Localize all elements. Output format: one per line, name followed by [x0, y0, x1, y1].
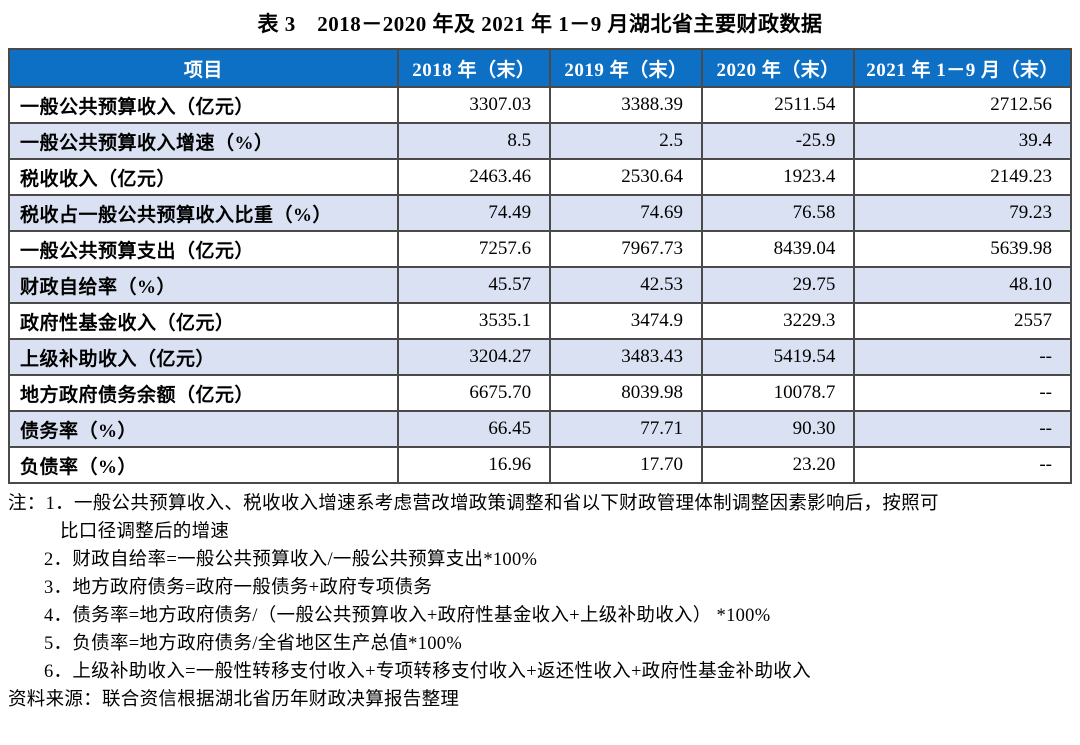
row-value: 77.71 — [549, 410, 703, 448]
row-label: 上级补助收入（亿元） — [8, 338, 399, 376]
column-header-2020: 2020 年（末） — [700, 48, 856, 88]
table-body: 一般公共预算收入（亿元） 3307.03 3388.39 2511.54 2712.56… — [8, 86, 1072, 484]
row-value: 2712.56 — [853, 86, 1072, 124]
row-value: 3307.03 — [396, 86, 552, 124]
row-value: 5419.54 — [700, 338, 856, 376]
row-value: 3204.27 — [396, 338, 552, 376]
row-value: 3474.9 — [549, 302, 703, 340]
note-line: 6．上级补助收入=一般性转移支付收入+专项转移支付收入+返还性收入+政府性基金补… — [44, 662, 811, 682]
row-value: 2.5 — [549, 122, 703, 160]
table-row: 上级补助收入（亿元） 3204.27 3483.43 5419.54 -- — [8, 338, 1072, 376]
row-value: 66.45 — [396, 410, 552, 448]
table-row: 地方政府债务余额（亿元） 6675.70 8039.98 10078.7 -- — [8, 374, 1072, 412]
table-row: 一般公共预算收入增速（%） 8.5 2.5 -25.9 39.4 — [8, 122, 1072, 160]
row-value: 2530.64 — [549, 158, 703, 196]
row-value: 10078.7 — [700, 374, 856, 412]
table-row: 税收占一般公共预算收入比重（%） 74.49 74.69 76.58 79.23 — [8, 194, 1072, 232]
table-header-row: 项目 2018 年（末） 2019 年（末） 2020 年（末） 2021 年 … — [8, 48, 1072, 88]
note-line: 注：1．一般公共预算收入、税收收入增速系考虑营改增政策调整和省以下财政管理体制调… — [8, 494, 939, 514]
column-header-item: 项目 — [8, 48, 399, 88]
row-label: 负债率（%） — [8, 446, 399, 484]
row-value: 2149.23 — [853, 158, 1072, 196]
column-header-2018: 2018 年（末） — [396, 48, 552, 88]
row-value: -- — [853, 410, 1072, 448]
row-value: 74.49 — [396, 194, 552, 232]
row-value: 42.53 — [549, 266, 703, 304]
row-label: 税收占一般公共预算收入比重（%） — [8, 194, 399, 232]
note-line: 2．财政自给率=一般公共预算收入/一般公共预算支出*100% — [44, 550, 538, 570]
table-row: 一般公共预算收入（亿元） 3307.03 3388.39 2511.54 2712.56 — [8, 86, 1072, 124]
table-row: 负债率（%） 16.96 17.70 23.20 -- — [8, 446, 1072, 484]
row-value: 39.4 — [853, 122, 1072, 160]
row-value: 1923.4 — [700, 158, 856, 196]
row-value: 5639.98 — [853, 230, 1072, 268]
table-row: 债务率（%） 66.45 77.71 90.30 -- — [8, 410, 1072, 448]
fiscal-data-table: 项目 2018 年（末） 2019 年（末） 2020 年（末） 2021 年 … — [8, 48, 1072, 484]
column-header-2019: 2019 年（末） — [549, 48, 703, 88]
row-value: 2511.54 — [700, 86, 856, 124]
table-row: 税收收入（亿元） 2463.46 2530.64 1923.4 2149.23 — [8, 158, 1072, 196]
row-value: -- — [853, 446, 1072, 484]
row-label: 债务率（%） — [8, 410, 399, 448]
row-label: 财政自给率（%） — [8, 266, 399, 304]
row-label: 税收收入（亿元） — [8, 158, 399, 196]
notes-section: 注：1．一般公共预算收入、税收收入增速系考虑营改增政策调整和省以下财政管理体制调… — [8, 490, 1072, 686]
row-value: 7967.73 — [549, 230, 703, 268]
row-label: 一般公共预算收入增速（%） — [8, 122, 399, 160]
row-value: 8039.98 — [549, 374, 703, 412]
row-value: 23.20 — [700, 446, 856, 484]
row-value: -- — [853, 374, 1072, 412]
row-value: 29.75 — [700, 266, 856, 304]
row-value: 3483.43 — [549, 338, 703, 376]
table-row: 一般公共预算支出（亿元） 7257.6 7967.73 8439.04 5639.98 — [8, 230, 1072, 268]
row-value: 2463.46 — [396, 158, 552, 196]
row-value: 17.70 — [549, 446, 703, 484]
row-value: 45.57 — [396, 266, 552, 304]
row-value: 48.10 — [853, 266, 1072, 304]
row-value: 8.5 — [396, 122, 552, 160]
column-header-2021-sep: 2021 年 1－9 月（末） — [853, 48, 1072, 88]
row-label: 政府性基金收入（亿元） — [8, 302, 399, 340]
row-value: -- — [853, 338, 1072, 376]
table-row: 财政自给率（%） 45.57 42.53 29.75 48.10 — [8, 266, 1072, 304]
note-line: 比口径调整后的增速 — [60, 522, 230, 542]
page-title: 表 3 2018－2020 年及 2021 年 1－9 月湖北省主要财政数据 — [257, 12, 823, 36]
row-value: 6675.70 — [396, 374, 552, 412]
row-value: 74.69 — [549, 194, 703, 232]
row-value: 7257.6 — [396, 230, 552, 268]
row-value: 76.58 — [700, 194, 856, 232]
row-value: 2557 — [853, 302, 1072, 340]
row-label: 一般公共预算支出（亿元） — [8, 230, 399, 268]
row-value: 3229.3 — [700, 302, 856, 340]
row-value: 79.23 — [853, 194, 1072, 232]
row-value: -25.9 — [700, 122, 856, 160]
source-line: 资料来源：联合资信根据湖北省历年财政决算报告整理 — [8, 690, 460, 710]
row-label: 一般公共预算收入（亿元） — [8, 86, 399, 124]
note-line: 4．债务率=地方政府债务/（一般公共预算收入+政府性基金收入+上级补助收入） *… — [44, 606, 771, 626]
note-line: 5．负债率=地方政府债务/全省地区生产总值*100% — [44, 634, 463, 654]
table-row: 政府性基金收入（亿元） 3535.1 3474.9 3229.3 2557 — [8, 302, 1072, 340]
row-value: 3388.39 — [549, 86, 703, 124]
row-label: 地方政府债务余额（亿元） — [8, 374, 399, 412]
row-value: 90.30 — [700, 410, 856, 448]
row-value: 8439.04 — [700, 230, 856, 268]
row-value: 16.96 — [396, 446, 552, 484]
row-value: 3535.1 — [396, 302, 552, 340]
note-line: 3．地方政府债务=政府一般债务+政府专项债务 — [44, 578, 433, 598]
